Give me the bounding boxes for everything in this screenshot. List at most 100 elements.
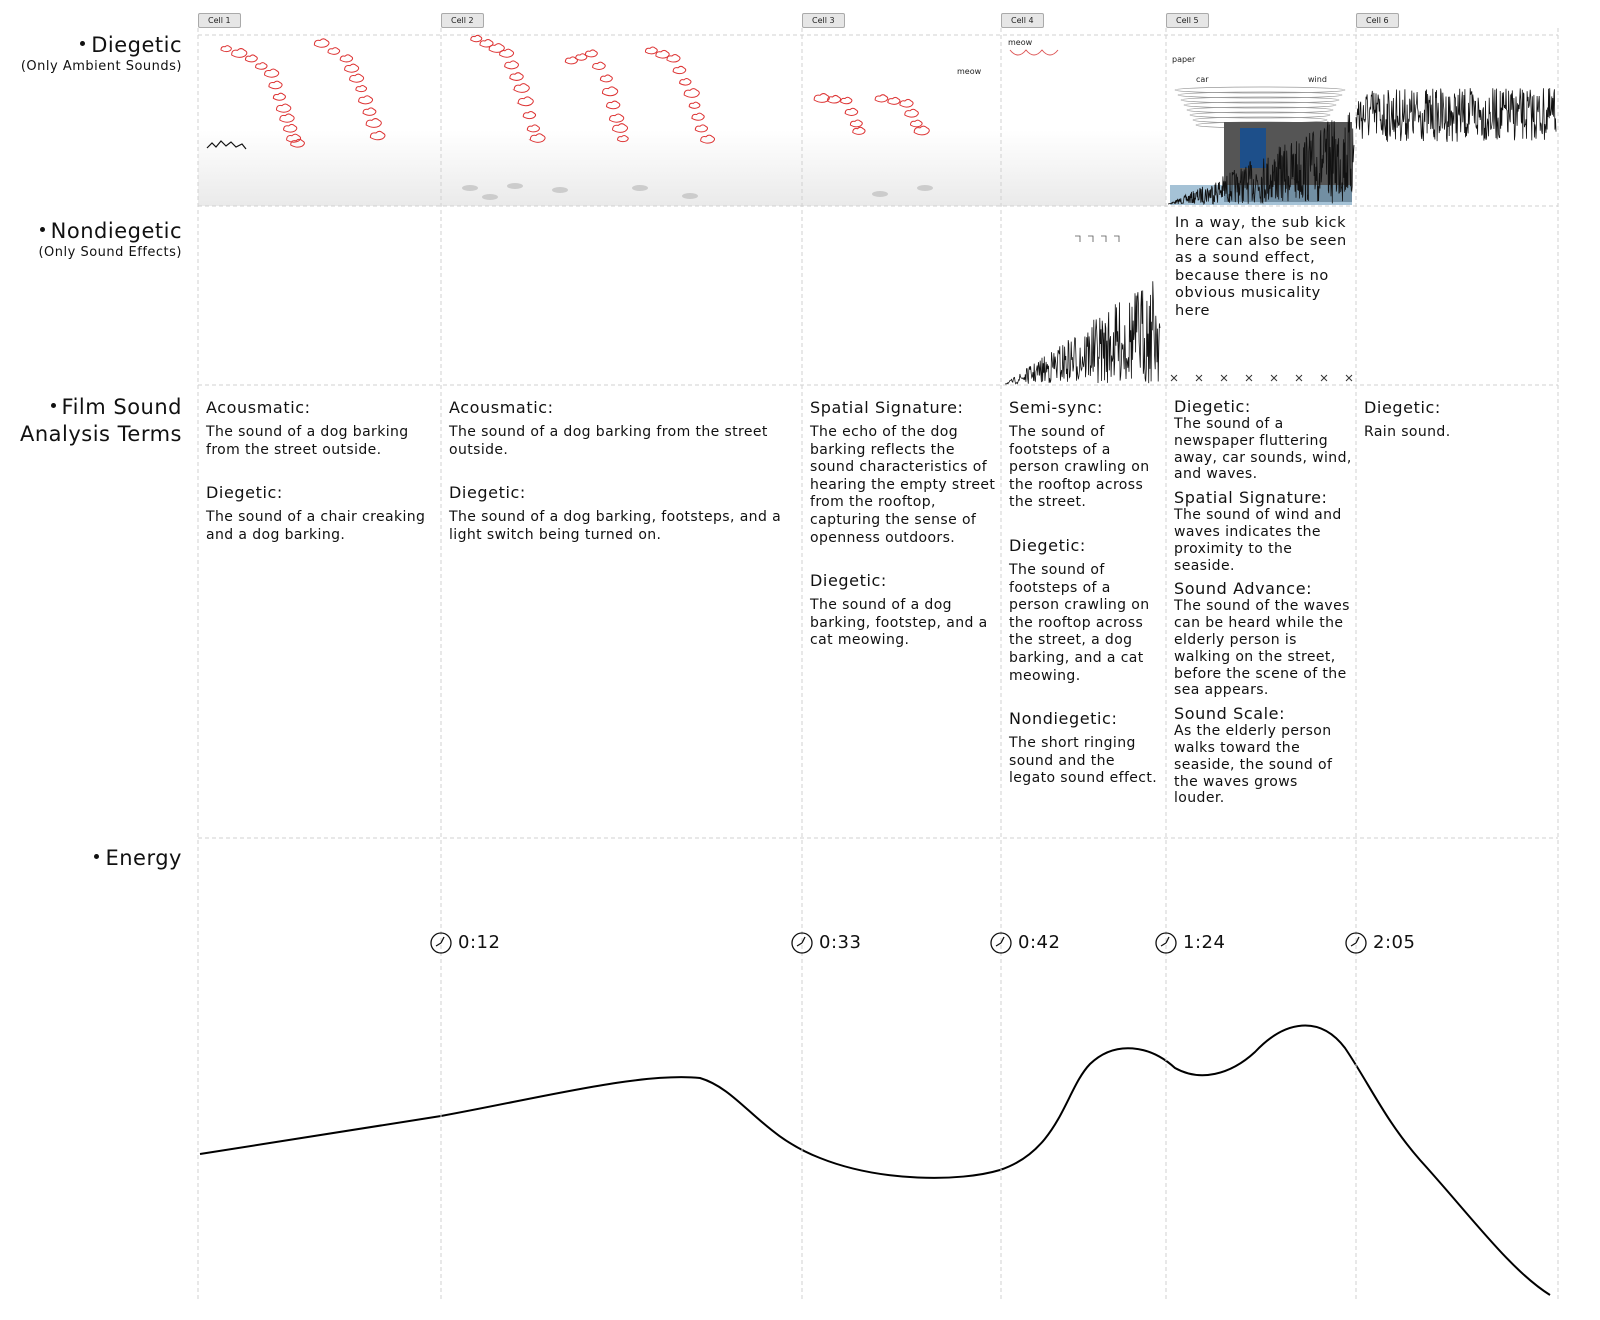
timestamp: 0:42 xyxy=(1018,932,1061,953)
term-text: The sound of a dog barking, footsteps, a… xyxy=(449,509,782,543)
cross-mark xyxy=(1220,374,1228,382)
footstep xyxy=(872,191,888,197)
clock-icon xyxy=(1345,932,1367,954)
terms-block: Spatial Signature: The echo of the dog ba… xyxy=(810,398,997,674)
clock-hand xyxy=(435,936,445,947)
dog-bark-doodle xyxy=(910,119,923,128)
term-heading: Diegetic: xyxy=(1174,397,1251,416)
term-text: The sound of a dog barking from the stre… xyxy=(206,424,409,458)
row-title: Nondiegetic xyxy=(38,218,182,245)
cross-mark xyxy=(1270,374,1278,382)
dog-bark-doodle xyxy=(691,112,705,121)
row-title: Diegetic xyxy=(21,32,182,59)
cross-mark xyxy=(1245,374,1253,382)
footstep xyxy=(482,194,498,200)
terms-block: Semi-sync: The sound of footsteps of a pe… xyxy=(1009,398,1162,812)
poster xyxy=(1240,128,1266,168)
term-heading: Semi-sync: xyxy=(1009,398,1103,417)
clock-icon xyxy=(430,932,452,954)
term-heading: Spatial Signature: xyxy=(810,398,964,417)
term-text: The echo of the dog barking reflects the… xyxy=(810,424,996,546)
wind-doodle xyxy=(1177,91,1343,99)
dog-bark-doodle xyxy=(369,130,386,141)
dog-bark-doodle xyxy=(499,48,515,58)
row-label: Nondiegetic (Only Sound Effects) xyxy=(38,218,182,260)
term-text: The sound of a newspaper fluttering away… xyxy=(1174,416,1352,483)
ground-texture xyxy=(198,130,1166,206)
dog-bark-doodle xyxy=(913,125,930,136)
dog-bark-doodle xyxy=(813,93,830,103)
sound-annotation: meow xyxy=(957,67,982,76)
dog-bark-doodle xyxy=(264,68,280,78)
nondiegetic-note: In a way, the sub kick here can also be … xyxy=(1175,215,1347,319)
dog-bark-doodle xyxy=(655,49,670,59)
dog-bark-doodle xyxy=(509,72,524,81)
clock-icon xyxy=(990,932,1012,954)
dog-bark-doodle xyxy=(700,134,716,144)
term-text: The short ringing sound and the legato s… xyxy=(1009,735,1158,787)
row-subtitle: (Only Sound Effects) xyxy=(38,245,182,260)
cross-mark xyxy=(1295,374,1303,382)
dog-bark-doodle xyxy=(899,98,914,108)
dog-bark-doodle xyxy=(609,113,625,123)
wind-doodle xyxy=(1174,86,1346,94)
term-heading: Diegetic: xyxy=(1364,398,1441,417)
legato-waveform xyxy=(1004,281,1161,385)
row-subtitle: (Only Ambient Sounds) xyxy=(20,59,182,74)
timestamp: 2:05 xyxy=(1373,932,1416,953)
dog-bark-doodle xyxy=(599,74,613,83)
dog-bark-doodle xyxy=(904,108,919,118)
dog-bark-doodle xyxy=(268,80,283,90)
term-heading: Acousmatic: xyxy=(206,398,311,417)
row-label: Diegetic (Only Ambient Sounds) xyxy=(21,32,182,74)
dog-bark-doodle xyxy=(874,94,889,103)
dog-bark-doodle xyxy=(339,54,354,63)
footstep xyxy=(507,183,523,189)
sound-annotation: car xyxy=(1196,75,1209,84)
dog-bark-doodle xyxy=(344,63,360,73)
dog-bark-doodle xyxy=(349,73,365,83)
dog-bark-doodle xyxy=(290,138,305,148)
timestamp: 0:12 xyxy=(458,932,501,953)
term-heading: Nondiegetic: xyxy=(1009,709,1118,729)
sub-kick-waveform xyxy=(1168,112,1355,206)
dog-bark-doodle xyxy=(479,38,494,48)
term-text: The sound of a dog barking, footstep, an… xyxy=(810,597,988,649)
cell-tag: Cell 6 xyxy=(1356,13,1399,28)
dog-bark-doodle xyxy=(529,133,546,143)
footstep xyxy=(632,185,648,191)
term-text: The sound of the waves can be heard whil… xyxy=(1174,598,1350,699)
dog-bark-doodle xyxy=(601,86,619,97)
wind-doodle xyxy=(1180,96,1340,104)
dog-bark-doodle xyxy=(617,134,629,143)
dog-bark-doodle xyxy=(672,65,687,75)
term-text: The sound of a dog barking from the stre… xyxy=(449,424,768,458)
dog-bark-doodle xyxy=(279,113,295,123)
cell-tag: Cell 2 xyxy=(441,13,484,28)
dog-bark-doodle xyxy=(255,62,268,70)
clock-icon xyxy=(1155,932,1177,954)
dog-bark-doodle xyxy=(504,60,519,70)
dog-bark-doodle xyxy=(592,61,606,70)
dog-bark-doodle xyxy=(849,119,863,128)
term-heading: Sound Scale: xyxy=(1174,704,1286,724)
row-title-text: Diegetic xyxy=(91,33,182,57)
dog-bark-doodle xyxy=(688,101,701,109)
dog-bark-doodle xyxy=(365,118,382,128)
chair-doodle xyxy=(206,140,247,150)
footstep xyxy=(917,185,933,191)
sound-annotation: meow xyxy=(1008,38,1033,47)
dog-bark-doodle xyxy=(887,96,901,105)
term-text: The sound of wind and waves indicates th… xyxy=(1174,507,1342,574)
clock-hand xyxy=(796,936,806,947)
row-title-text: Film Sound Analysis Terms xyxy=(19,395,182,446)
terms-block: Diegetic: The sound of a newspaper flutte… xyxy=(1174,398,1352,813)
row-title: Energy xyxy=(94,845,182,872)
dog-bark-doodle xyxy=(612,123,629,133)
cell-tag: Cell 3 xyxy=(802,13,845,28)
ringing-mark xyxy=(1101,235,1107,242)
term-heading: Acousmatic: xyxy=(449,398,554,417)
cell-tag: Cell 1 xyxy=(198,13,241,28)
terms-block: Diegetic: Rain sound. xyxy=(1364,398,1554,466)
footstep xyxy=(462,185,478,191)
